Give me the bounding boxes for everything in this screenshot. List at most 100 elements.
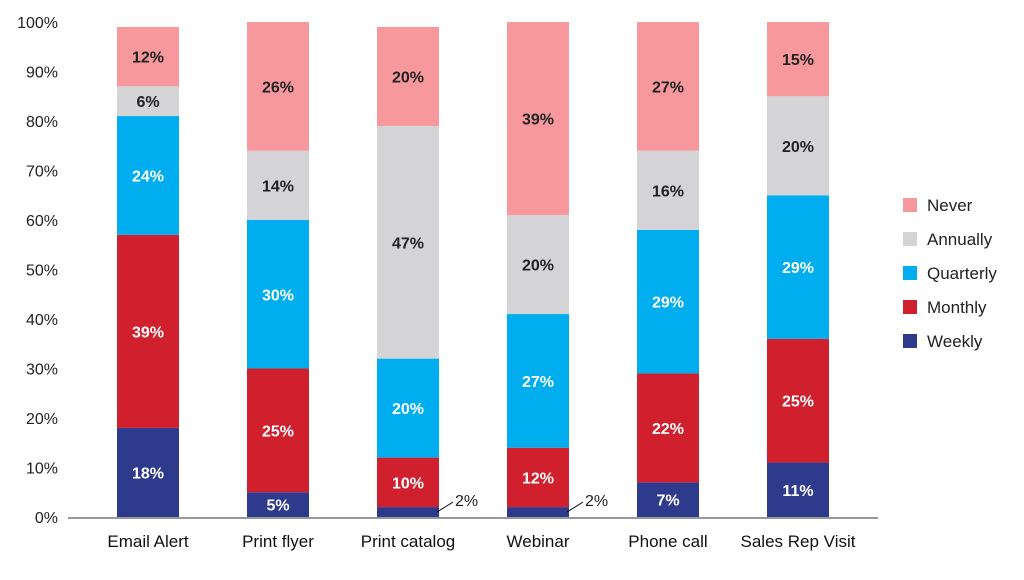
data-label: 20%: [392, 401, 424, 418]
legend-item: Annually: [903, 230, 993, 249]
bar-segment-annually: [507, 215, 569, 315]
legend: Never Annually Quarterly Monthly Weekly: [903, 196, 997, 351]
x-tick-label: Print catalog: [361, 532, 456, 551]
data-label: 18%: [132, 465, 164, 482]
data-label: 2%: [585, 493, 608, 510]
bar-segment-quarterly: [377, 358, 439, 458]
bar-stack: 2% 12% 27% 20% 39%: [507, 22, 608, 517]
data-label: 25%: [262, 423, 294, 440]
data-label: 22%: [652, 421, 684, 438]
legend-label: Never: [927, 196, 973, 215]
legend-item: Never: [903, 196, 973, 215]
data-label: 25%: [782, 394, 814, 411]
data-label: 16%: [652, 183, 684, 200]
x-tick-label: Print flyer: [242, 532, 314, 551]
data-label: 12%: [522, 470, 554, 487]
data-label: 20%: [392, 69, 424, 86]
data-label: 30%: [262, 287, 294, 304]
legend-swatch: [903, 266, 917, 280]
bar-stack: 11% 25% 29% 20% 15%: [767, 22, 829, 517]
bar-segment-never: [507, 22, 569, 216]
x-tick-label: Email Alert: [107, 532, 189, 551]
bar-segment-quarterly: [507, 314, 569, 448]
x-tick-label: Sales Rep Visit: [741, 532, 856, 551]
bar-segment-monthly: [117, 234, 179, 428]
bar-segment-weekly: [507, 507, 569, 517]
bars: 18%39%24%6%12%5%25%30%14%26%2%10%20%47%2…: [117, 22, 829, 517]
y-tick-label: 100%: [17, 15, 58, 32]
y-axis: 0% 10% 20% 30% 40% 50% 60% 70% 80% 90% 100%: [17, 15, 58, 527]
legend-label: Weekly: [927, 332, 983, 351]
data-label: 6%: [136, 94, 159, 111]
legend-item: Monthly: [903, 298, 987, 317]
bar-segment-weekly: [637, 482, 699, 517]
x-axis: Email Alert Print flyer Print catalog Webin…: [68, 517, 878, 551]
bar-segment-never: [767, 22, 829, 97]
data-label: 29%: [652, 295, 684, 312]
data-label: 24%: [132, 168, 164, 185]
legend-swatch: [903, 334, 917, 348]
legend-swatch: [903, 300, 917, 314]
data-label: 15%: [782, 52, 814, 69]
bar-segment-weekly: [247, 492, 309, 517]
bar-segment-never: [247, 22, 309, 151]
legend-item: Weekly: [903, 332, 983, 351]
bar-segment-never: [637, 22, 699, 151]
bar-segment-never: [117, 26, 179, 87]
bar-segment-never: [377, 26, 439, 126]
y-tick-label: 60%: [26, 213, 58, 230]
x-tick-label: Webinar: [507, 532, 570, 551]
data-label: 5%: [266, 498, 289, 515]
bar-segment-quarterly: [637, 229, 699, 374]
data-label: 20%: [522, 258, 554, 275]
y-tick-label: 40%: [26, 312, 58, 329]
data-label: 39%: [522, 112, 554, 129]
legend-label: Annually: [927, 230, 993, 249]
bar-segment-annually: [637, 150, 699, 230]
y-tick-label: 50%: [26, 263, 58, 280]
data-label-leader: [436, 501, 454, 513]
x-tick-label: Phone call: [628, 532, 707, 551]
bar-segment-annually: [377, 125, 439, 359]
data-label: 11%: [782, 483, 813, 500]
bar-segment-weekly: [117, 427, 179, 517]
data-label: 27%: [522, 374, 554, 391]
y-tick-label: 0%: [35, 510, 58, 527]
data-label: 26%: [262, 79, 294, 96]
legend-label: Monthly: [927, 298, 987, 317]
legend-swatch: [903, 198, 917, 212]
bar-segment-weekly: [377, 507, 439, 517]
y-tick-label: 70%: [26, 164, 58, 181]
y-tick-label: 90%: [26, 65, 58, 82]
legend-swatch: [903, 232, 917, 246]
data-label: 12%: [132, 50, 164, 67]
data-label: 14%: [262, 178, 294, 195]
bar-stack: 2% 10% 20% 47% 20%: [377, 26, 478, 517]
bar-segment-annually: [247, 150, 309, 220]
data-label: 7%: [656, 493, 679, 510]
bar-stack: 5% 25% 30% 14% 26%: [247, 22, 309, 517]
bar-segment-quarterly: [117, 116, 179, 235]
data-label-leader: [566, 501, 584, 513]
bar-segment-quarterly: [767, 195, 829, 339]
bar-stack: 7% 22% 29% 16% 27%: [637, 22, 699, 517]
bar-segment-annually: [117, 86, 179, 117]
bar-segment-monthly: [507, 447, 569, 508]
data-label: 20%: [782, 139, 814, 156]
data-label: 47%: [392, 235, 424, 252]
data-label: 29%: [782, 260, 814, 277]
bar-segment-monthly: [637, 373, 699, 483]
bar-segment-monthly: [377, 457, 439, 508]
bar-segment-quarterly: [247, 220, 309, 369]
legend-item: Quarterly: [903, 264, 997, 283]
y-tick-label: 30%: [26, 362, 58, 379]
bar-segment-monthly: [767, 338, 829, 463]
y-tick-label: 10%: [26, 461, 58, 478]
legend-label: Quarterly: [927, 264, 997, 283]
bar-segment-weekly: [767, 462, 829, 517]
bar-segment-monthly: [247, 368, 309, 493]
data-label: 27%: [652, 79, 684, 96]
y-tick-label: 80%: [26, 114, 58, 131]
